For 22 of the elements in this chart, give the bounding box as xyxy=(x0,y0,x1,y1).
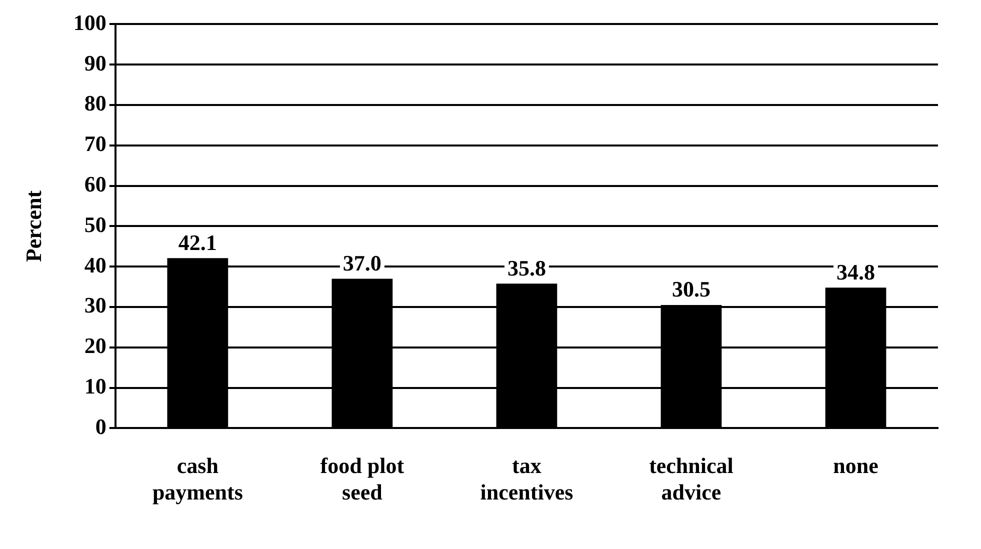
y-tick-label: 100 xyxy=(73,10,106,35)
y-tick-label: 60 xyxy=(84,171,106,196)
x-tick-label: food plot seed xyxy=(320,453,405,504)
data-label: 35.8 xyxy=(507,255,546,280)
y-tick-label: 70 xyxy=(84,131,106,156)
x-tick-label: tax incentives xyxy=(480,453,574,504)
y-tick-label: 20 xyxy=(84,333,106,358)
x-tick-label: technical advice xyxy=(649,453,734,504)
y-tick-label: 90 xyxy=(84,50,106,76)
y-tick-label: 0 xyxy=(95,414,106,439)
y-tick-label: 10 xyxy=(84,373,106,398)
x-tick-label: cash payments xyxy=(152,453,244,504)
data-label: 37.0 xyxy=(342,250,382,276)
y-tick-label: 80 xyxy=(84,90,106,116)
y-axis-title: Percent xyxy=(20,190,46,262)
data-label: 30.5 xyxy=(672,276,710,302)
y-tick-label: 50 xyxy=(84,212,106,237)
y-tick-label: 30 xyxy=(84,292,106,318)
data-label: 42.1 xyxy=(178,230,217,255)
x-tick-label: none xyxy=(833,453,879,478)
data-label: 34.8 xyxy=(836,259,875,284)
y-tick-label: 40 xyxy=(84,252,106,278)
